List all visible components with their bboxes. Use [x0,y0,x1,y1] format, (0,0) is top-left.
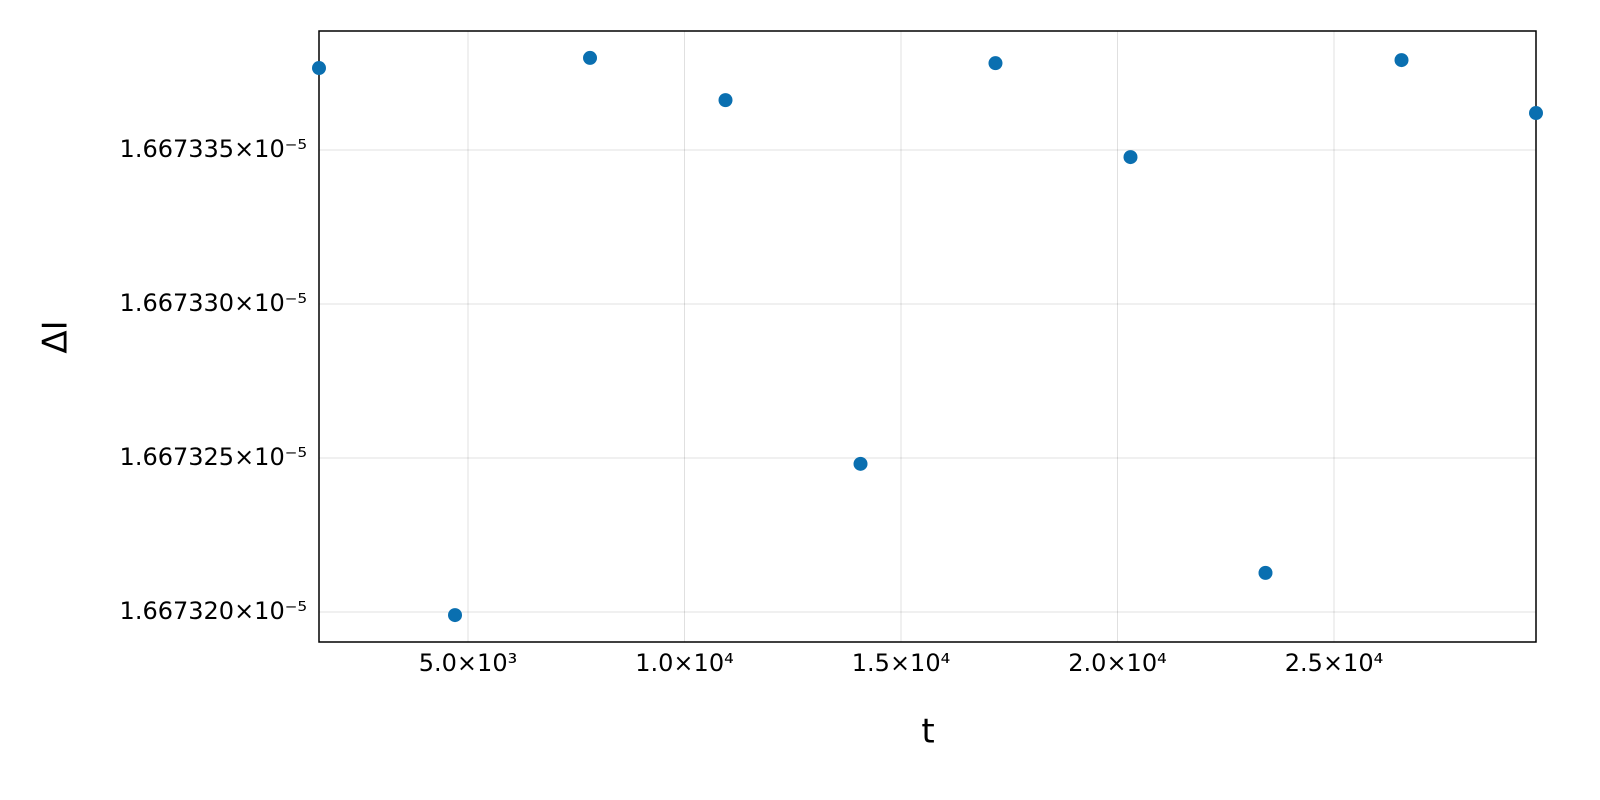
data-point [1394,53,1409,68]
data-point [312,61,326,76]
y-tick-label: 1.667330×10⁻⁵ [120,289,307,317]
x-tick-label: 2.5×10⁴ [1285,649,1383,677]
data-point [988,56,1003,71]
x-tick-label: 5.0×10³ [419,649,517,677]
x-axis-label: t [921,712,934,752]
data-point [1529,106,1543,121]
data-point [718,93,733,108]
y-axis-label: ΔI [36,320,76,353]
data-point [448,608,463,623]
x-tick-label: 1.0×10⁴ [635,649,733,677]
y-tick-label: 1.667335×10⁻⁵ [120,135,307,163]
x-tick-label: 2.0×10⁴ [1068,649,1166,677]
plot-frame [318,30,1537,643]
data-point [1258,565,1273,580]
x-tick-label: 1.5×10⁴ [852,649,950,677]
y-tick-label: 1.667325×10⁻⁵ [120,443,307,471]
data-point [853,456,868,471]
data-point [583,50,598,65]
data-point [1123,150,1138,165]
y-tick-label: 1.667320×10⁻⁵ [120,597,307,625]
